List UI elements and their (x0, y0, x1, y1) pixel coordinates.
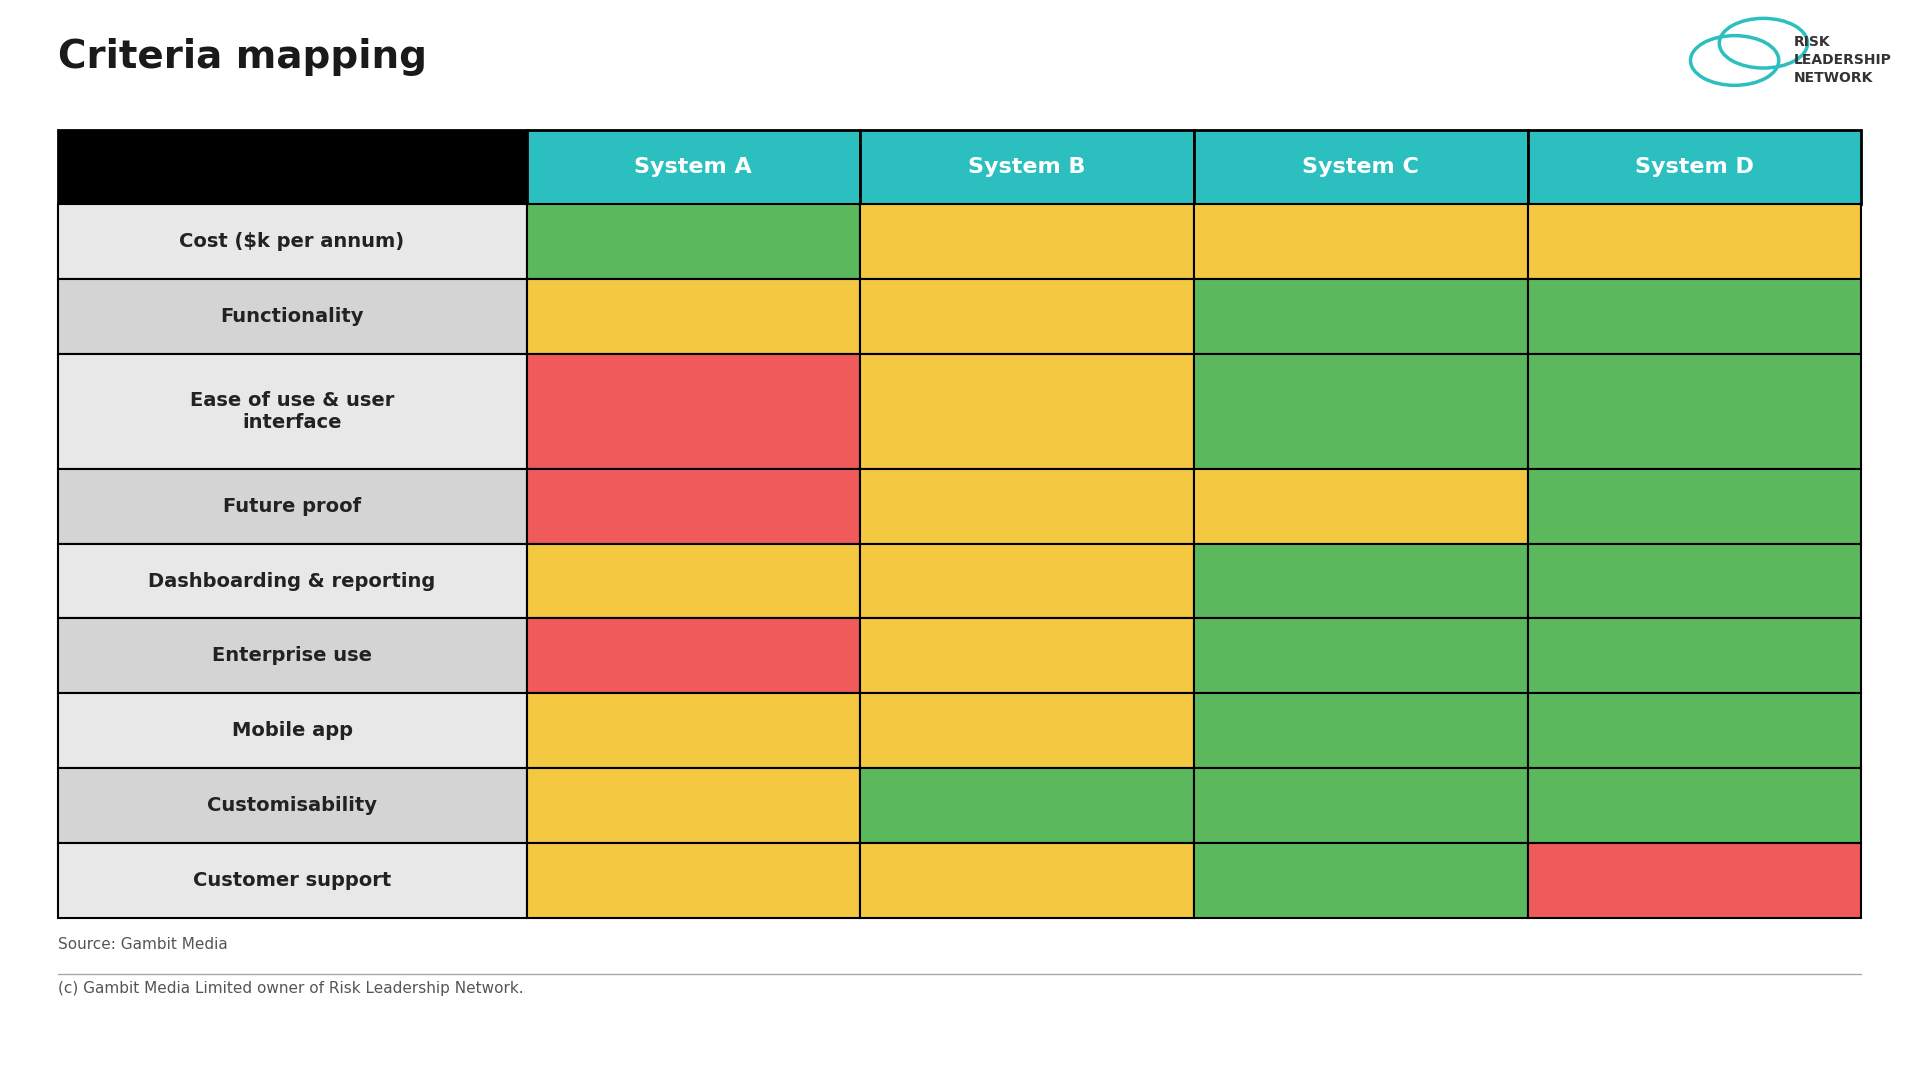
Text: Customer support: Customer support (192, 872, 392, 890)
Bar (1194, 204, 1528, 280)
Text: Cost ($k per annum): Cost ($k per annum) (179, 232, 405, 252)
Bar (1194, 693, 1528, 768)
Bar (1194, 280, 1528, 354)
Bar (1528, 543, 1860, 619)
Text: Dashboarding & reporting: Dashboarding & reporting (148, 571, 436, 591)
Bar (58, 354, 526, 469)
Bar (860, 280, 1194, 354)
Bar (860, 354, 1194, 469)
Bar (860, 693, 1194, 768)
Bar (860, 543, 1194, 619)
Bar (526, 619, 860, 693)
Bar (1528, 619, 1860, 693)
Text: Future proof: Future proof (223, 497, 361, 515)
Text: Ease of use & user
interface: Ease of use & user interface (190, 391, 394, 432)
Text: (c) Gambit Media Limited owner of Risk Leadership Network.: (c) Gambit Media Limited owner of Risk L… (58, 981, 522, 996)
Bar (860, 843, 1194, 918)
Bar (1194, 130, 1528, 204)
Bar (1528, 469, 1860, 543)
Bar (860, 768, 1194, 843)
Bar (1194, 469, 1528, 543)
Bar (526, 768, 860, 843)
Bar (1528, 130, 1860, 204)
Bar (1528, 204, 1860, 280)
Text: Criteria mapping: Criteria mapping (58, 38, 426, 76)
Bar (526, 354, 860, 469)
Bar (860, 130, 1194, 204)
Bar (860, 204, 1194, 280)
Bar (1528, 843, 1860, 918)
Bar (58, 619, 526, 693)
Bar (1194, 354, 1528, 469)
Bar (860, 619, 1194, 693)
Text: System A: System A (634, 157, 753, 177)
Bar (1528, 693, 1860, 768)
Bar (58, 768, 526, 843)
Text: System D: System D (1636, 157, 1753, 177)
Bar (1528, 768, 1860, 843)
Bar (58, 843, 526, 918)
Bar (1528, 280, 1860, 354)
Text: Customisability: Customisability (207, 796, 376, 815)
Text: Enterprise use: Enterprise use (211, 647, 372, 665)
Bar (526, 693, 860, 768)
Bar (58, 130, 526, 204)
Bar (1528, 354, 1860, 469)
Bar (526, 843, 860, 918)
Bar (58, 280, 526, 354)
Bar (58, 204, 526, 280)
Bar (860, 469, 1194, 543)
Bar (1194, 843, 1528, 918)
Bar (526, 204, 860, 280)
Text: RISK
LEADERSHIP
NETWORK: RISK LEADERSHIP NETWORK (1793, 35, 1891, 85)
Bar (58, 693, 526, 768)
Bar (1194, 543, 1528, 619)
Bar (526, 543, 860, 619)
Bar (1194, 768, 1528, 843)
Text: Functionality: Functionality (221, 308, 363, 326)
Text: System B: System B (968, 157, 1087, 177)
Bar (526, 130, 860, 204)
Bar (58, 543, 526, 619)
Text: System C: System C (1302, 157, 1419, 177)
Bar (526, 469, 860, 543)
Text: Mobile app: Mobile app (232, 721, 353, 740)
Bar (58, 469, 526, 543)
Bar (1194, 619, 1528, 693)
Bar (526, 280, 860, 354)
Text: Source: Gambit Media: Source: Gambit Media (58, 937, 227, 953)
